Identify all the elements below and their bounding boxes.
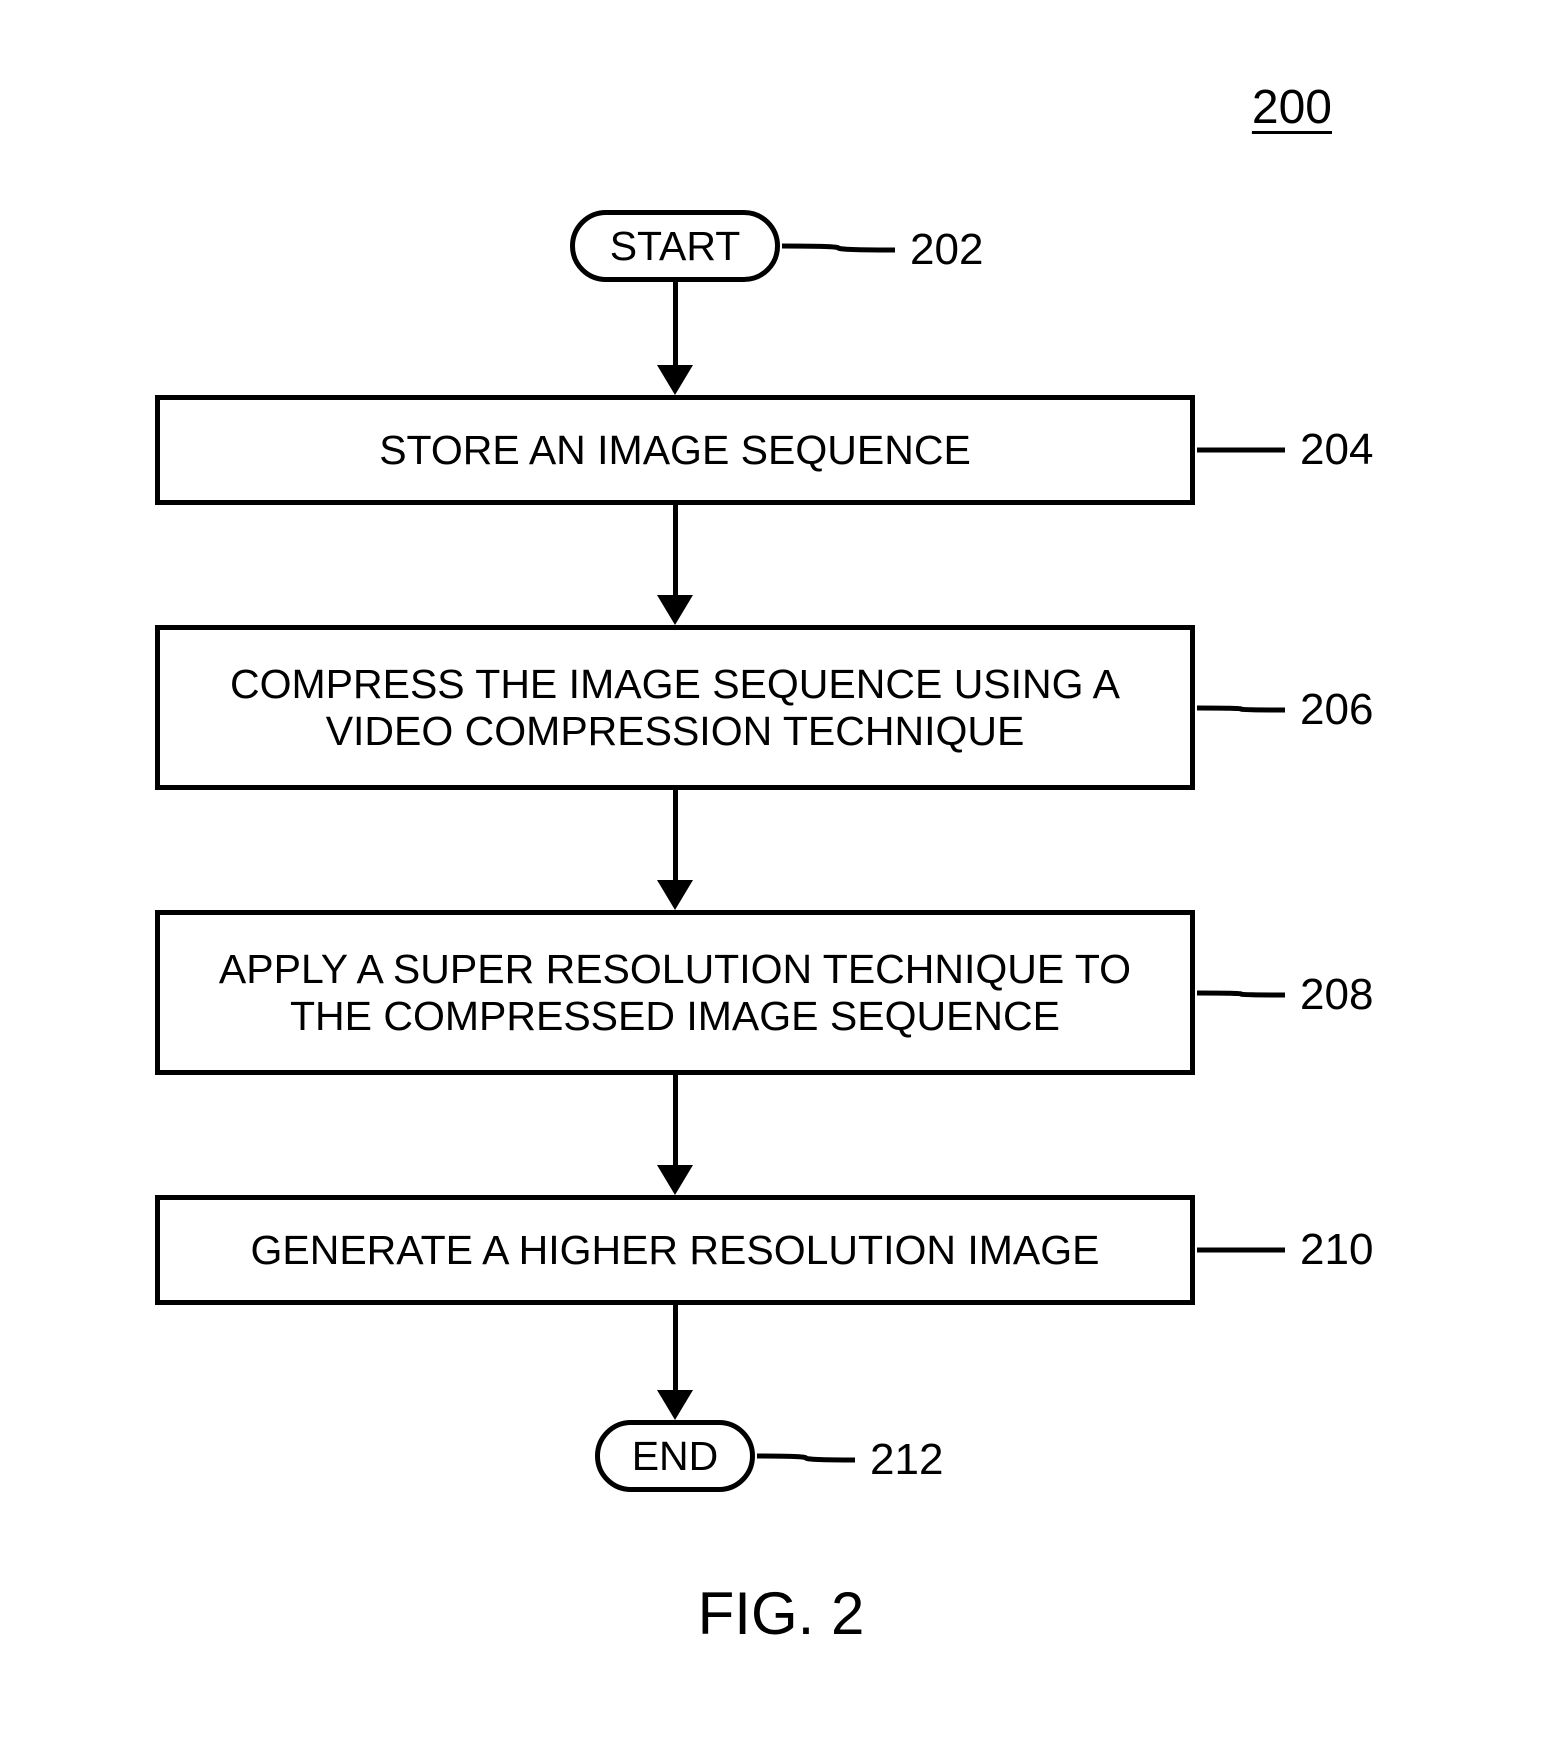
flowchart-end-connector bbox=[0, 0, 1562, 1738]
figure-caption: FIG. 2 bbox=[698, 1579, 865, 1648]
